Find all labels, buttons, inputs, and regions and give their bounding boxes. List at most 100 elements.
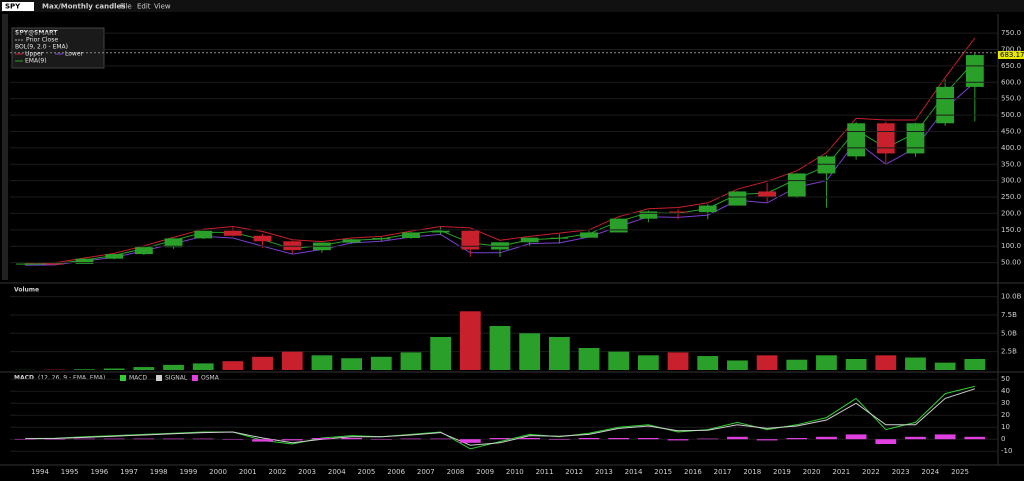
volume-bar <box>667 352 689 370</box>
menu-view[interactable]: View <box>154 3 171 11</box>
x-tick-label: 2014 <box>625 468 643 476</box>
volume-bar <box>103 368 125 370</box>
osma-bar <box>875 439 897 444</box>
y-tick-label: 7.5B <box>1001 311 1017 319</box>
osma-bar <box>370 439 392 440</box>
volume-bar <box>548 336 570 370</box>
osma-bar <box>638 438 659 440</box>
y-tick-label: 40 <box>1001 387 1010 395</box>
legend-entry: MACD <box>129 375 147 382</box>
legend-entry: Upper <box>25 51 44 58</box>
y-tick-label: 450.0 <box>1001 127 1021 135</box>
y-tick-label: 700.0 <box>1001 46 1021 54</box>
osma-bar <box>905 436 926 440</box>
osma-bar <box>163 438 184 440</box>
osma-bar <box>281 439 303 441</box>
osma-bar <box>727 436 748 440</box>
volume-bar <box>252 356 273 370</box>
legend-entry: Lower <box>65 51 84 58</box>
macd-subtitle: (12, 26, 9 - EMA, EMA) <box>38 375 105 382</box>
candle-body <box>75 258 94 264</box>
scrollbar[interactable] <box>2 14 8 280</box>
volume-bar <box>489 325 511 370</box>
y-tick-label: 300.0 <box>1001 177 1021 185</box>
toolbar <box>0 0 1024 12</box>
y-tick-label: 350.0 <box>1001 160 1021 168</box>
volume-bar <box>786 359 808 370</box>
candle-body <box>817 156 836 174</box>
volume-bar <box>578 347 600 370</box>
symbol-box[interactable] <box>2 2 34 11</box>
candle-body <box>936 86 955 124</box>
osma-bar <box>667 439 689 441</box>
candle-body <box>669 211 687 213</box>
volume-bar <box>934 362 956 370</box>
period[interactable]: Max/Monthly candles <box>42 3 125 11</box>
x-tick-label: 2013 <box>595 468 613 476</box>
x-tick-label: 2001 <box>239 468 257 476</box>
volume-bar <box>163 364 184 370</box>
volume-bar <box>341 358 362 370</box>
x-tick-label: 2025 <box>951 468 969 476</box>
osma-bar <box>311 438 333 440</box>
x-tick-label: 2024 <box>921 468 939 476</box>
y-tick-label: 5.0B <box>1001 329 1017 337</box>
candle-body <box>134 247 153 255</box>
volume-bar <box>608 351 630 370</box>
osma-bar <box>252 439 273 442</box>
volume-bar <box>697 356 719 370</box>
x-tick-label: 2002 <box>269 468 287 476</box>
candle-body <box>639 211 658 219</box>
x-tick-label: 2010 <box>506 468 524 476</box>
y-tick-label: 10 <box>1001 423 1010 431</box>
candle-body <box>787 173 806 198</box>
y-tick-label: 600.0 <box>1001 78 1021 86</box>
x-tick-label: 2020 <box>803 468 821 476</box>
y-tick-label: 200.0 <box>1001 209 1021 217</box>
menu-edit[interactable]: Edit <box>137 3 151 11</box>
osma-bar <box>756 439 778 441</box>
y-tick-label: 550.0 <box>1001 95 1021 103</box>
y-tick-label: 50 <box>1001 375 1010 383</box>
y-tick-label: -10 <box>1001 447 1012 455</box>
legend-entry: OSMA <box>201 375 220 382</box>
symbol[interactable]: SPY <box>5 3 21 11</box>
volume-bar <box>459 311 481 370</box>
menu-file[interactable]: File <box>120 3 132 11</box>
candle-body <box>402 232 420 239</box>
x-tick-label: 1996 <box>90 468 108 476</box>
candle-body <box>372 238 391 240</box>
volume-bar <box>74 369 95 370</box>
osma-bar <box>548 439 570 440</box>
osma-bar <box>192 438 214 440</box>
osma-bar <box>786 438 808 440</box>
volume-bar <box>964 358 986 370</box>
candle-body <box>194 230 213 239</box>
candle-body <box>698 205 717 213</box>
candle-body <box>342 239 361 243</box>
y-tick-label: 500.0 <box>1001 111 1021 119</box>
candle-body <box>609 218 628 233</box>
x-tick-label: 2000 <box>209 468 227 476</box>
volume-bar <box>905 357 926 370</box>
y-tick-label: 50.00 <box>1001 259 1021 267</box>
y-tick-label: 30 <box>1001 399 1010 407</box>
x-tick-label: 2006 <box>387 468 405 476</box>
candle-body <box>164 238 183 248</box>
macd-line <box>25 385 975 450</box>
x-tick-label: 2012 <box>565 468 583 476</box>
volume-bar <box>816 355 837 370</box>
last-price-label: 683.17 <box>1000 51 1024 59</box>
volume-bar <box>845 358 867 370</box>
volume-bar <box>133 367 155 370</box>
x-tick-label: 1999 <box>179 468 197 476</box>
x-tick-label: 1998 <box>150 468 168 476</box>
y-tick-label: 10.0B <box>1001 293 1022 301</box>
x-tick-label: 2019 <box>773 468 791 476</box>
x-tick-label: 2004 <box>328 468 346 476</box>
legend-entry: EMA(9) <box>25 58 47 65</box>
osma-bar <box>964 436 986 440</box>
x-tick-label: 2009 <box>476 468 494 476</box>
candle-body <box>965 55 984 87</box>
